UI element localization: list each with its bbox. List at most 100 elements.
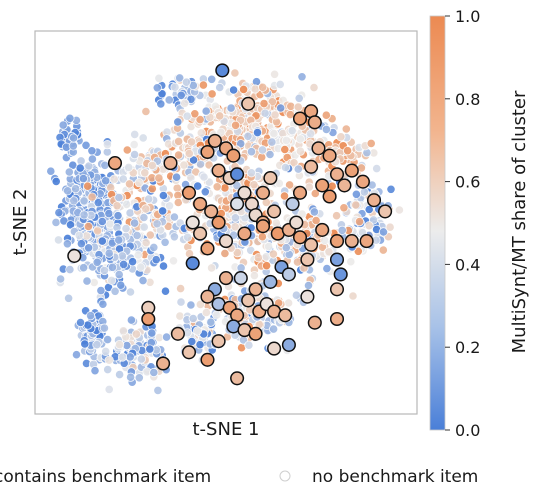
benchmark-point xyxy=(292,185,308,200)
benchmark-point xyxy=(255,185,271,200)
background-point xyxy=(249,180,259,190)
background-point xyxy=(284,180,295,190)
benchmark-point xyxy=(193,226,208,241)
background-point xyxy=(51,176,61,186)
background-point xyxy=(321,110,331,120)
background-point xyxy=(309,83,319,93)
background-point xyxy=(138,133,148,143)
background-point xyxy=(104,384,114,394)
colorbar-tick-label: 1.0 xyxy=(455,7,480,26)
background-point xyxy=(216,127,226,137)
background-point xyxy=(230,213,240,223)
background-point xyxy=(71,184,81,194)
benchmark-point xyxy=(322,148,337,163)
background-point xyxy=(287,126,297,136)
background-point xyxy=(104,209,114,219)
background-point xyxy=(141,204,151,214)
background-point xyxy=(267,137,277,147)
background-point xyxy=(141,106,151,117)
background-point xyxy=(109,174,119,184)
background-point xyxy=(378,227,389,237)
background-point xyxy=(139,212,149,223)
background-point xyxy=(321,124,331,134)
background-point xyxy=(295,146,305,156)
benchmark-point xyxy=(230,196,245,211)
benchmark-point xyxy=(304,237,319,252)
x-axis-label: t-SNE 1 xyxy=(193,419,260,440)
background-point xyxy=(230,68,240,78)
background-point xyxy=(304,182,314,192)
background-point xyxy=(252,128,263,138)
background-point xyxy=(359,187,369,197)
background-point xyxy=(258,82,268,92)
background-point xyxy=(206,317,216,327)
benchmark-point xyxy=(329,282,345,297)
background-point xyxy=(201,307,211,318)
background-point xyxy=(310,188,320,199)
benchmark-point xyxy=(333,267,348,282)
background-point xyxy=(297,72,307,82)
background-point xyxy=(331,211,342,221)
benchmark-point xyxy=(248,282,263,297)
background-point xyxy=(154,73,164,83)
background-point xyxy=(83,181,93,191)
background-point xyxy=(154,173,164,183)
background-point xyxy=(140,168,150,178)
benchmark-point xyxy=(163,156,178,171)
benchmark-point xyxy=(322,189,337,204)
background-point xyxy=(103,334,113,345)
background-point xyxy=(114,192,124,203)
benchmark-point xyxy=(315,222,330,237)
background-point xyxy=(289,158,299,168)
benchmark-point xyxy=(181,185,197,200)
background-point xyxy=(195,340,205,350)
background-point xyxy=(339,203,349,213)
background-point xyxy=(239,84,249,95)
benchmark-point xyxy=(355,174,370,189)
background-point xyxy=(201,106,211,116)
benchmark-point xyxy=(237,185,252,200)
background-point xyxy=(176,90,186,100)
background-point xyxy=(114,269,124,280)
benchmark-point xyxy=(107,156,123,171)
background-point xyxy=(126,315,136,325)
benchmark-point xyxy=(211,163,226,178)
background-point xyxy=(58,120,68,130)
background-point xyxy=(128,257,138,267)
benchmark-point xyxy=(156,356,171,371)
background-point xyxy=(215,82,225,93)
background-point xyxy=(169,232,179,242)
background-point xyxy=(122,145,132,155)
background-point xyxy=(46,166,56,176)
background-point xyxy=(99,323,110,333)
background-point xyxy=(78,174,89,184)
background-point xyxy=(275,79,285,90)
benchmark-point xyxy=(200,144,215,160)
background-point xyxy=(144,194,154,204)
background-point xyxy=(107,275,117,285)
background-point xyxy=(117,251,127,261)
background-point xyxy=(168,256,179,266)
background-point xyxy=(51,217,61,227)
background-point xyxy=(351,189,361,199)
benchmark-point xyxy=(215,63,230,78)
background-point xyxy=(69,196,79,206)
background-point xyxy=(141,238,151,248)
background-point xyxy=(229,85,239,95)
background-point xyxy=(158,190,168,201)
benchmark-point xyxy=(311,141,326,156)
background-point xyxy=(98,299,108,309)
colorbar-tick-label: 0.0 xyxy=(455,421,480,440)
background-point xyxy=(100,160,110,170)
background-point xyxy=(193,181,203,191)
background-point xyxy=(82,276,92,286)
background-point xyxy=(172,172,182,182)
benchmark-point xyxy=(300,289,315,304)
background-point xyxy=(74,231,84,241)
background-point xyxy=(170,82,180,92)
background-point xyxy=(261,261,272,271)
background-point xyxy=(122,199,132,209)
background-point xyxy=(354,217,365,227)
background-point xyxy=(149,242,159,252)
